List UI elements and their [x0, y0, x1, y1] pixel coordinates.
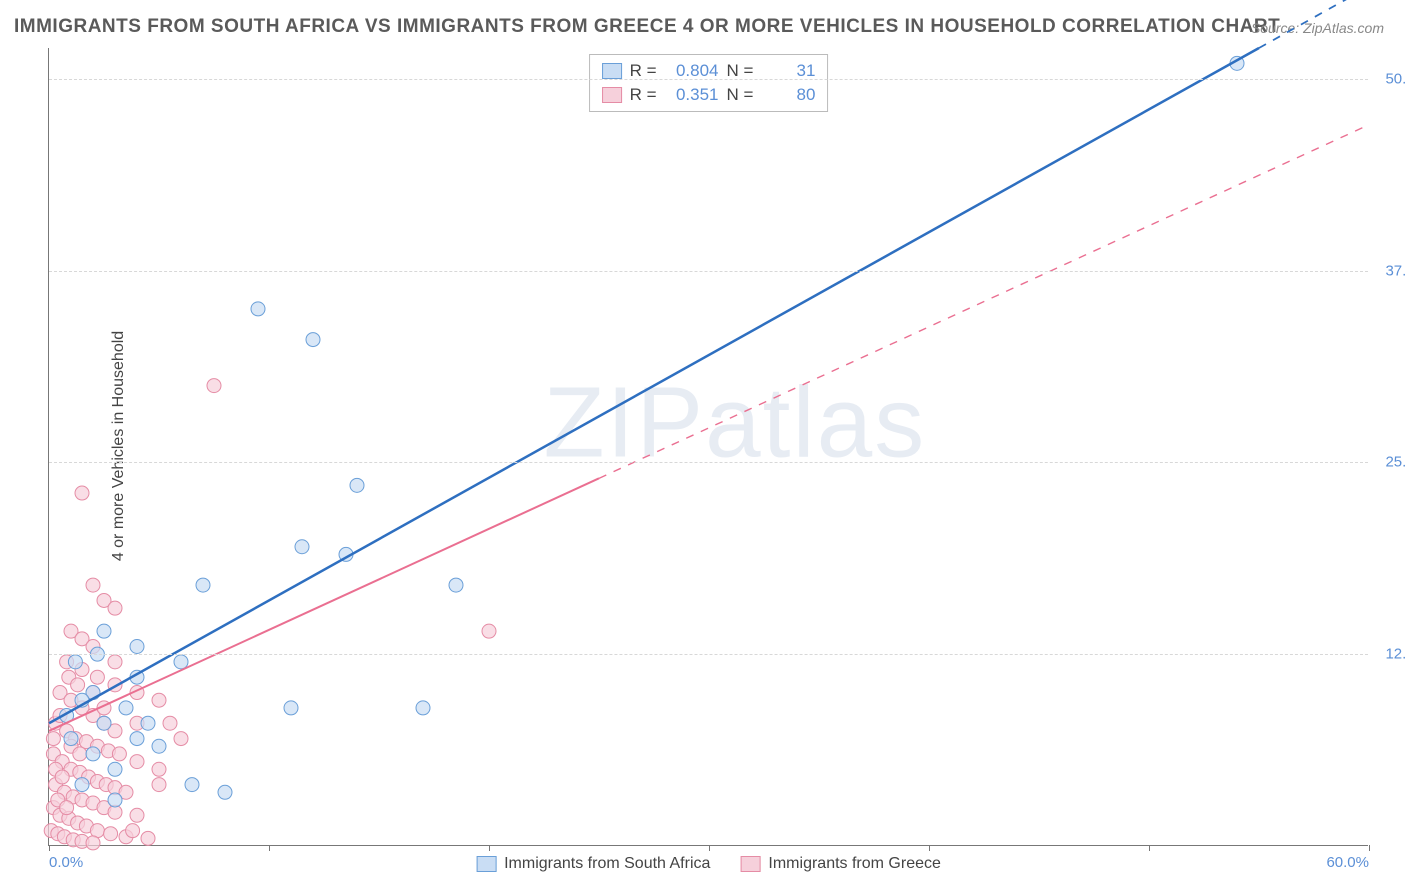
scatter-point: [108, 601, 122, 615]
scatter-point: [416, 701, 430, 715]
scatter-point: [141, 831, 155, 845]
scatter-point: [207, 379, 221, 393]
y-tick-label: 12.5%: [1376, 646, 1406, 663]
scatter-point: [449, 578, 463, 592]
x-tick: [489, 845, 490, 851]
bottom-legend-swatch-0: [476, 856, 496, 872]
scatter-point: [130, 755, 144, 769]
source-label: Source: ZipAtlas.com: [1251, 20, 1384, 36]
x-tick-label: 0.0%: [49, 854, 83, 871]
bottom-legend-item-0: Immigrants from South Africa: [476, 855, 710, 873]
scatter-point: [104, 827, 118, 841]
scatter-point: [97, 624, 111, 638]
scatter-point: [108, 655, 122, 669]
scatter-point: [68, 655, 82, 669]
scatter-point: [152, 739, 166, 753]
scatter-point: [60, 801, 74, 815]
scatter-point: [86, 747, 100, 761]
x-tick: [269, 845, 270, 851]
scatter-point: [86, 578, 100, 592]
scatter-point: [130, 732, 144, 746]
gridline: [49, 654, 1368, 655]
x-tick: [1149, 845, 1150, 851]
scatter-point: [108, 762, 122, 776]
scatter-point: [73, 747, 87, 761]
y-tick-label: 37.5%: [1376, 262, 1406, 279]
gridline: [49, 79, 1368, 80]
bottom-legend-label-0: Immigrants from South Africa: [504, 855, 710, 873]
scatter-point: [108, 793, 122, 807]
bottom-legend-label-1: Immigrants from Greece: [768, 855, 940, 873]
x-tick: [49, 845, 50, 851]
scatter-point: [196, 578, 210, 592]
chart-title: IMMIGRANTS FROM SOUTH AFRICA VS IMMIGRAN…: [14, 16, 1280, 38]
scatter-point: [55, 770, 69, 784]
scatter-point: [218, 785, 232, 799]
scatter-point: [90, 670, 104, 684]
plot-area: ZIPatlas R = 0.804 N = 31 R = 0.351 N = …: [48, 48, 1368, 846]
scatter-point: [284, 701, 298, 715]
scatter-point: [163, 716, 177, 730]
y-tick-label: 50.0%: [1376, 70, 1406, 87]
bottom-legend: Immigrants from South Africa Immigrants …: [476, 855, 941, 873]
gridline: [49, 462, 1368, 463]
scatter-point: [251, 302, 265, 316]
plot-svg: [49, 48, 1368, 845]
scatter-point: [119, 701, 133, 715]
scatter-point: [482, 624, 496, 638]
scatter-point: [174, 655, 188, 669]
scatter-point: [71, 678, 85, 692]
x-tick: [929, 845, 930, 851]
scatter-point: [97, 716, 111, 730]
scatter-point: [350, 478, 364, 492]
trend-line-solid: [49, 48, 1259, 723]
scatter-point: [185, 778, 199, 792]
scatter-point: [130, 640, 144, 654]
scatter-point: [75, 778, 89, 792]
scatter-point: [86, 836, 100, 850]
scatter-point: [126, 824, 140, 838]
scatter-point: [306, 333, 320, 347]
x-tick: [709, 845, 710, 851]
trend-line-dashed: [599, 125, 1369, 479]
scatter-point: [295, 540, 309, 554]
x-tick-label: 60.0%: [1326, 854, 1369, 871]
scatter-point: [152, 762, 166, 776]
scatter-point: [174, 732, 188, 746]
gridline: [49, 271, 1368, 272]
scatter-point: [112, 747, 126, 761]
scatter-point: [46, 732, 60, 746]
scatter-point: [130, 808, 144, 822]
bottom-legend-item-1: Immigrants from Greece: [740, 855, 940, 873]
scatter-point: [141, 716, 155, 730]
scatter-point: [152, 693, 166, 707]
scatter-point: [152, 778, 166, 792]
y-tick-label: 25.0%: [1376, 454, 1406, 471]
trend-line-solid: [49, 478, 599, 731]
scatter-point: [75, 486, 89, 500]
scatter-point: [64, 732, 78, 746]
x-tick: [1369, 845, 1370, 851]
bottom-legend-swatch-1: [740, 856, 760, 872]
